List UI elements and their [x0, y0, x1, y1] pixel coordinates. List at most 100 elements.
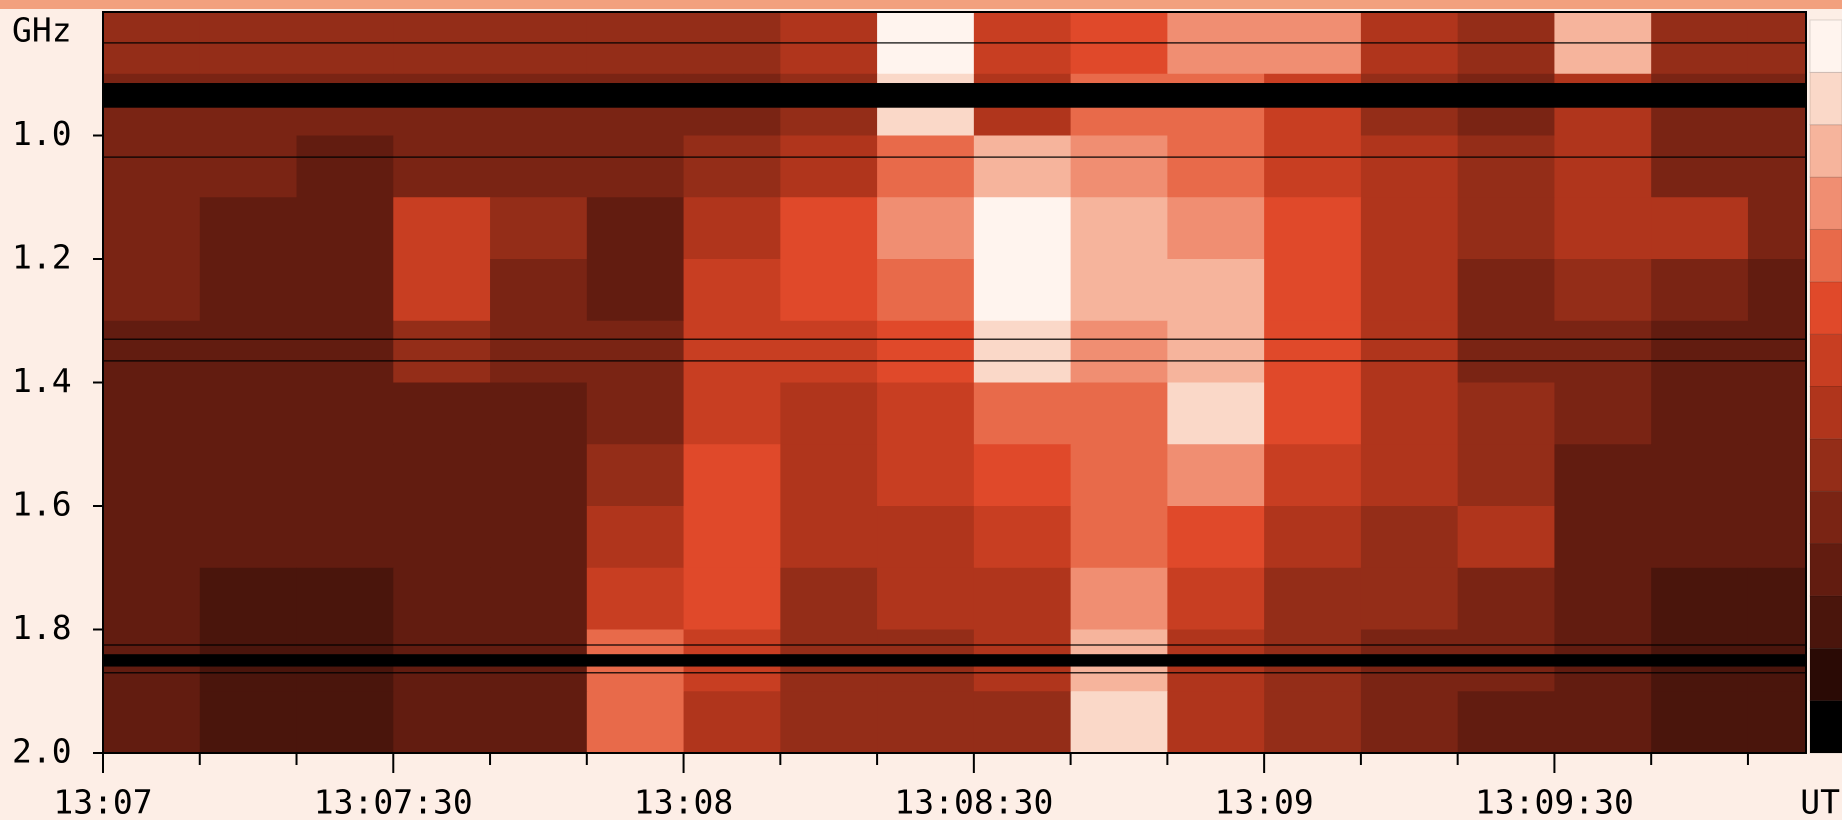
colorbar-segment	[1809, 71, 1842, 126]
heat-cell	[973, 197, 1072, 260]
heat-cell	[973, 444, 1072, 507]
colorbar-segment	[1809, 281, 1842, 335]
x-tick-label: 13:08:30	[894, 783, 1053, 820]
heat-cell	[973, 691, 1072, 754]
heat-cell	[1360, 691, 1459, 754]
heat-cell	[393, 382, 491, 445]
heat-cell	[103, 506, 201, 569]
heat-cell	[683, 382, 781, 445]
colorbar-segment	[1809, 700, 1842, 754]
heat-cell	[683, 259, 781, 322]
heat-cell	[586, 382, 685, 445]
heat-cell	[1264, 320, 1362, 383]
heat-cell	[1651, 506, 1749, 569]
heat-cell	[1167, 506, 1265, 569]
heat-cell	[1747, 197, 1807, 260]
heat-cell	[1554, 259, 1652, 322]
y-tick-label: 1.6	[12, 485, 72, 524]
y-tick-label: 1.2	[12, 238, 72, 277]
heat-cell	[199, 320, 298, 383]
heat-cell	[780, 135, 878, 198]
heat-cell	[1264, 506, 1362, 569]
heat-cell	[393, 259, 491, 322]
heat-cell	[1554, 320, 1652, 383]
heat-cell	[296, 444, 394, 507]
heat-cell	[1457, 135, 1555, 198]
heat-cell	[1457, 259, 1555, 322]
heat-cell	[1167, 197, 1265, 260]
heat-cell	[490, 382, 588, 445]
heat-cell	[1554, 382, 1652, 445]
x-tick-label: 13:07:30	[314, 783, 473, 820]
heat-cell	[877, 506, 975, 569]
heat-cell	[1360, 567, 1459, 630]
interference-band	[103, 654, 1806, 667]
heat-cell	[1747, 320, 1807, 383]
heat-cell	[1457, 444, 1555, 507]
heat-cell	[199, 506, 298, 569]
heat-cell	[1651, 691, 1749, 754]
heat-cell	[1167, 691, 1265, 754]
heat-cell	[1360, 135, 1459, 198]
colorbar-segment	[1809, 595, 1842, 649]
heat-cell	[296, 506, 394, 569]
heat-cell	[296, 259, 394, 322]
heat-cell	[586, 567, 685, 630]
heat-cell	[1360, 320, 1459, 383]
heat-cell	[1264, 567, 1362, 630]
heat-cell	[1457, 382, 1555, 445]
heat-cell	[1651, 135, 1749, 198]
colorbar-segment	[1809, 124, 1842, 178]
heat-cell	[103, 320, 201, 383]
heat-cell	[1651, 197, 1749, 260]
heat-cell	[780, 444, 878, 507]
heat-cell	[296, 197, 394, 260]
heat-cell	[1264, 382, 1362, 445]
heat-cell	[393, 567, 491, 630]
heat-cell	[1554, 567, 1652, 630]
heat-cell	[490, 135, 588, 198]
heat-cell	[1651, 567, 1749, 630]
heat-cell	[1747, 382, 1807, 445]
heat-cell	[1554, 444, 1652, 507]
y-tick-label: 1.0	[12, 114, 72, 153]
heat-cell	[877, 691, 975, 754]
heat-cell	[296, 382, 394, 445]
heat-cell	[490, 506, 588, 569]
heat-cell	[1360, 259, 1459, 322]
heat-cell	[780, 320, 878, 383]
heat-cell	[199, 259, 298, 322]
heat-cell	[199, 691, 298, 754]
heat-cell	[199, 382, 298, 445]
heat-cell	[1747, 444, 1807, 507]
heat-cell	[393, 320, 491, 383]
heat-cell	[780, 506, 878, 569]
heat-cell	[393, 506, 491, 569]
interference-band	[103, 83, 1806, 108]
heat-cell	[1070, 382, 1168, 445]
heat-cell	[1070, 135, 1168, 198]
heat-cell	[1167, 259, 1265, 322]
heat-cell	[683, 444, 781, 507]
colorbar-segment	[1809, 438, 1842, 492]
heat-cell	[1360, 444, 1459, 507]
heat-cell	[780, 567, 878, 630]
heat-cell	[1457, 567, 1555, 630]
heat-cell	[973, 135, 1072, 198]
heat-cell	[586, 135, 685, 198]
colorbar-segment	[1809, 543, 1842, 597]
heat-cell	[1264, 135, 1362, 198]
heat-cell	[1554, 135, 1652, 198]
heat-cell	[973, 382, 1072, 445]
y-tick-label: 1.4	[12, 361, 72, 400]
heat-cell	[1070, 567, 1168, 630]
heat-cell	[877, 444, 975, 507]
heat-cell	[103, 259, 201, 322]
heat-cell	[103, 197, 201, 260]
colorbar-segment	[1809, 228, 1842, 283]
heat-cell	[490, 691, 588, 754]
heat-cell	[780, 197, 878, 260]
heat-cell	[199, 135, 298, 198]
heat-cell	[1070, 506, 1168, 569]
heat-cell	[877, 320, 975, 383]
